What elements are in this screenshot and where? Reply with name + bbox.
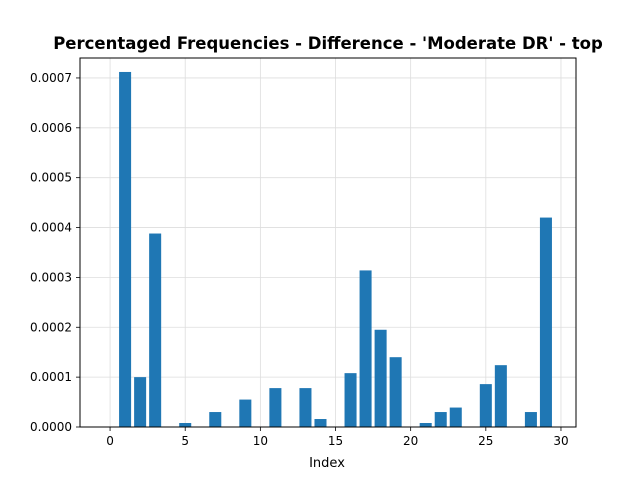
y-tick-label: 0.0005	[30, 171, 72, 185]
bar	[479, 384, 492, 427]
y-tick-label: 0.0003	[30, 270, 72, 284]
bar	[494, 365, 507, 427]
bar	[344, 373, 357, 427]
bar	[134, 377, 147, 427]
bar	[524, 412, 537, 427]
y-tick-label: 0.0002	[30, 320, 72, 334]
bar	[449, 407, 462, 427]
plot-area-frame	[79, 57, 577, 428]
bar	[314, 419, 327, 427]
bar	[269, 388, 282, 427]
bar	[119, 71, 132, 428]
bar	[179, 423, 192, 427]
bar-series	[119, 71, 552, 428]
x-tick-label: 5	[181, 434, 189, 448]
bar	[149, 233, 162, 427]
x-tick-label: 30	[553, 434, 568, 448]
bar	[419, 423, 432, 427]
y-tick-label: 0.0004	[30, 221, 72, 235]
y-tick-label: 0.0000	[30, 420, 72, 434]
bar	[299, 388, 312, 427]
bar	[209, 412, 222, 427]
bar	[389, 357, 402, 427]
x-tick-label: 25	[478, 434, 493, 448]
y-tick-label: 0.0006	[30, 121, 72, 135]
y-axis: 0.0000 0.0001 0.0002 0.0003 0.0004 0.0005 0.00…	[30, 71, 80, 434]
bar	[539, 217, 552, 427]
chart-title: Percentaged Frequencies - Difference - '…	[53, 34, 603, 53]
x-tick-label: 20	[403, 434, 418, 448]
x-axis: 0 5 10 15 20 25 30	[106, 427, 569, 448]
bar	[239, 399, 252, 427]
bar	[359, 270, 372, 427]
x-axis-label: Index	[309, 456, 345, 471]
y-tick-label: 0.0007	[30, 71, 72, 85]
x-tick-label: 15	[328, 434, 343, 448]
bar	[374, 329, 387, 427]
x-tick-label: 0	[106, 434, 114, 448]
x-tick-label: 10	[253, 434, 268, 448]
bar	[434, 412, 447, 427]
y-tick-label: 0.0001	[30, 370, 72, 384]
